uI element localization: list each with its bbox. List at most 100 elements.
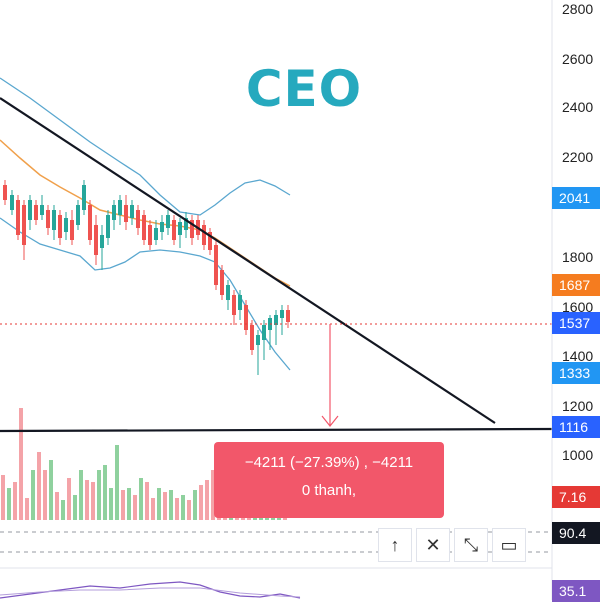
price-tag: 7.16	[552, 486, 600, 508]
volume-bar	[187, 500, 191, 520]
volume-bar	[1, 475, 5, 520]
candle-body	[244, 305, 248, 330]
price-axis-label: 1600	[562, 299, 594, 315]
volume-bar	[37, 452, 41, 520]
candle-body	[232, 295, 236, 315]
pane-toolbar: ↑ ✕ ⤡ ▭	[378, 528, 526, 562]
price-axis-label: 2800	[562, 1, 594, 17]
candle-body	[208, 232, 212, 250]
measure-tooltip: −4211 (−27.39%) , −4211 0 thanh,	[214, 442, 444, 518]
support-line	[0, 427, 553, 433]
volume-bar	[25, 498, 29, 520]
volume-bar	[133, 495, 137, 520]
candle-body	[16, 200, 20, 235]
bollinger-lower-line	[0, 217, 291, 371]
price-tag: 2041	[552, 187, 600, 209]
candle-body	[172, 220, 176, 240]
volume-bar	[205, 480, 209, 520]
candle-body	[46, 210, 50, 228]
candle-body	[52, 210, 56, 230]
price-tag: 35.1	[552, 580, 600, 602]
volume-bar	[139, 478, 143, 520]
ticker-watermark: CEO	[245, 60, 363, 118]
volume-bar	[163, 492, 167, 520]
candle-body	[94, 225, 98, 255]
candle-body	[256, 335, 260, 345]
candle-body	[10, 195, 14, 210]
collapse-icon: ⤡	[463, 534, 479, 555]
price-axis-label: 2600	[562, 51, 594, 67]
volume-bar	[181, 495, 185, 520]
candle-body	[202, 225, 206, 245]
volume-bar	[61, 500, 65, 520]
collapse-button[interactable]: ⤡	[454, 528, 488, 562]
candle-body	[100, 235, 104, 248]
volume-bar	[31, 470, 35, 520]
price-axis-label: 1800	[562, 249, 594, 265]
oscillator-line	[0, 581, 301, 599]
volume-bar	[151, 498, 155, 520]
price-axis-label: 1200	[562, 398, 594, 414]
candle-body	[262, 325, 266, 340]
candle-body	[112, 205, 116, 220]
volume-bar	[157, 488, 161, 520]
candle-body	[286, 310, 290, 322]
candle-body	[226, 285, 230, 300]
candle-body	[160, 222, 164, 232]
volume-bar	[211, 470, 215, 520]
bollinger-upper-line	[0, 77, 291, 216]
price-axis-label: 2400	[562, 99, 594, 115]
candle-body	[124, 205, 128, 222]
candle-body	[214, 245, 218, 285]
price-tag: 1333	[552, 362, 600, 384]
candle-body	[64, 218, 68, 232]
scroll-up-button[interactable]: ↑	[378, 528, 412, 562]
oscillator-signal-line	[0, 587, 301, 598]
volume-bar	[79, 470, 83, 520]
measure-bars-text: 0 thanh,	[301, 482, 357, 499]
measure-change-text: −4211 (−27.39%) , −4211	[244, 454, 414, 471]
volume-bar	[19, 408, 23, 520]
candle-body	[28, 200, 32, 220]
candle-body	[22, 205, 26, 245]
candle-body	[238, 295, 242, 310]
volume-bar	[169, 490, 173, 520]
volume-bar	[67, 478, 71, 520]
scroll-up-icon: ↑	[390, 534, 400, 555]
price-tag: 1687	[552, 274, 600, 296]
candle-body	[58, 215, 62, 238]
maximize-icon: ▭	[500, 534, 518, 555]
candle-body	[130, 205, 134, 218]
volume-bar	[127, 488, 131, 520]
candle-body	[250, 325, 254, 350]
candle-body	[40, 205, 44, 215]
candle-body	[274, 315, 278, 325]
volume-bar	[73, 495, 77, 520]
volume-bar	[55, 492, 59, 520]
close-icon: ✕	[425, 534, 441, 555]
candle-body	[76, 205, 80, 225]
price-axis-label: 2200	[562, 149, 594, 165]
candle-body	[190, 220, 194, 238]
volume-bar	[97, 470, 101, 520]
candle-body	[118, 200, 122, 215]
volume-bar	[91, 482, 95, 520]
maximize-button[interactable]: ▭	[492, 528, 526, 562]
volume-bar	[145, 482, 149, 520]
volume-bar	[175, 498, 179, 520]
candle-body	[106, 215, 110, 238]
close-button[interactable]: ✕	[416, 528, 450, 562]
volume-bar	[193, 490, 197, 520]
price-tag: 1116	[552, 416, 600, 438]
measure-arrow-head	[321, 415, 339, 427]
volume-bar	[121, 490, 125, 520]
candle-body	[166, 215, 170, 228]
volume-bar	[115, 445, 119, 520]
volume-bar	[13, 482, 17, 520]
candle-body	[142, 215, 146, 240]
volume-bar	[49, 460, 53, 520]
downtrend-line	[0, 97, 496, 424]
price-axis-label: 1400	[562, 348, 594, 364]
candle-body	[34, 205, 38, 220]
